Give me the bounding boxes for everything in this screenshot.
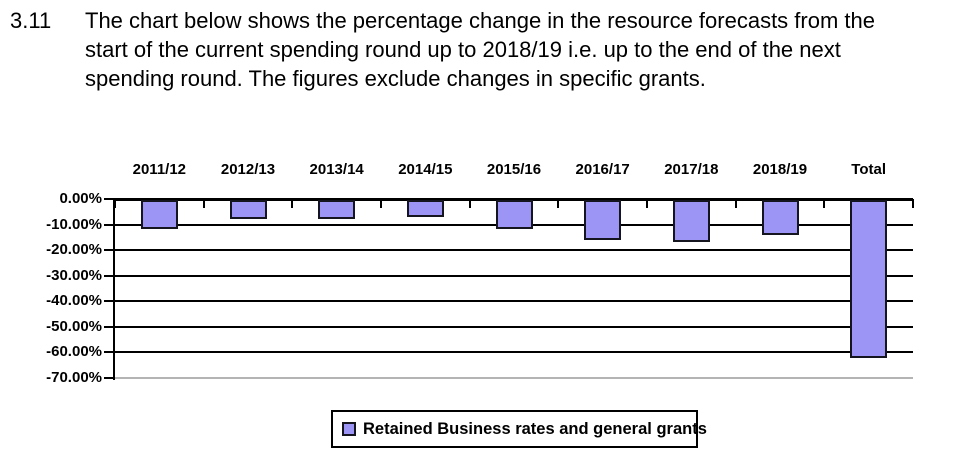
legend-label: Retained Business rates and general gran… xyxy=(363,419,707,438)
y-axis-label: -30.00% xyxy=(46,266,102,284)
bar-2015-16 xyxy=(495,200,533,229)
paragraph-line: spending round. The figures exclude chan… xyxy=(85,66,706,91)
y-axis-label: -60.00% xyxy=(46,343,102,361)
bar-2018-19 xyxy=(761,200,799,235)
paragraph-number: 3.11 xyxy=(10,8,52,33)
gridline xyxy=(115,300,913,303)
x-axis-tick xyxy=(291,199,294,208)
gridline xyxy=(115,351,913,354)
x-axis-tick xyxy=(202,199,205,208)
x-axis-label: 2012/13 xyxy=(220,161,276,178)
y-axis-label: -20.00% xyxy=(46,241,102,259)
bar-2016-17 xyxy=(584,200,622,240)
y-axis-tick xyxy=(104,325,115,328)
x-axis-label: 2018/19 xyxy=(752,161,808,178)
y-axis-tick xyxy=(104,249,115,252)
bar-2013-14 xyxy=(318,200,356,219)
x-axis-tick xyxy=(646,199,648,208)
legend-swatch-icon xyxy=(342,422,356,436)
chart-legend: Retained Business rates and general gran… xyxy=(331,410,707,448)
gridline xyxy=(115,325,913,328)
x-axis-tick xyxy=(912,199,914,208)
y-axis-line xyxy=(113,199,115,380)
y-axis-tick xyxy=(104,198,115,200)
paragraph-line: The chart below shows the percentage cha… xyxy=(85,8,875,33)
x-axis-tick xyxy=(557,199,560,208)
gridline xyxy=(115,274,913,277)
x-axis-label: Total xyxy=(851,161,887,178)
y-axis-label: 0.00% xyxy=(59,190,102,207)
paragraph-text: The chart below shows the percentage cha… xyxy=(85,6,875,93)
y-axis-tick xyxy=(104,223,115,226)
x-axis-tick xyxy=(380,199,382,208)
bar-2012-13 xyxy=(229,200,267,219)
x-axis-label: 2016/17 xyxy=(575,161,630,178)
x-axis-tick xyxy=(823,199,826,208)
x-axis-tick xyxy=(734,199,737,208)
x-axis-label: 2014/15 xyxy=(398,161,453,178)
paragraph-3-11: 3.11 The chart below shows the percentag… xyxy=(10,6,875,93)
x-axis-label: 2017/18 xyxy=(664,161,719,178)
y-axis-tick xyxy=(104,274,115,277)
gridline xyxy=(115,249,913,252)
bar-2011-12 xyxy=(140,200,178,229)
y-axis-tick xyxy=(104,351,115,354)
bar-2017-18 xyxy=(672,200,710,242)
x-axis-label: 2015/16 xyxy=(486,161,542,178)
y-axis-label: -40.00% xyxy=(46,292,102,310)
bottom-gridline xyxy=(115,377,913,379)
y-axis-label: -50.00% xyxy=(46,317,102,335)
y-axis-label: -70.00% xyxy=(46,369,102,386)
x-axis-label: 2013/14 xyxy=(309,161,364,178)
gridline xyxy=(115,198,913,201)
paragraph-line: start of the current spending round up t… xyxy=(85,37,841,62)
y-axis-label: -10.00% xyxy=(46,215,102,233)
bar-2014-15 xyxy=(406,200,444,217)
y-axis-tick xyxy=(104,300,115,303)
x-axis-tick xyxy=(468,199,471,208)
x-axis-tick xyxy=(114,199,116,208)
bar-total xyxy=(850,200,888,358)
x-axis-label: 2011/12 xyxy=(132,161,187,178)
y-axis-tick xyxy=(104,377,115,379)
